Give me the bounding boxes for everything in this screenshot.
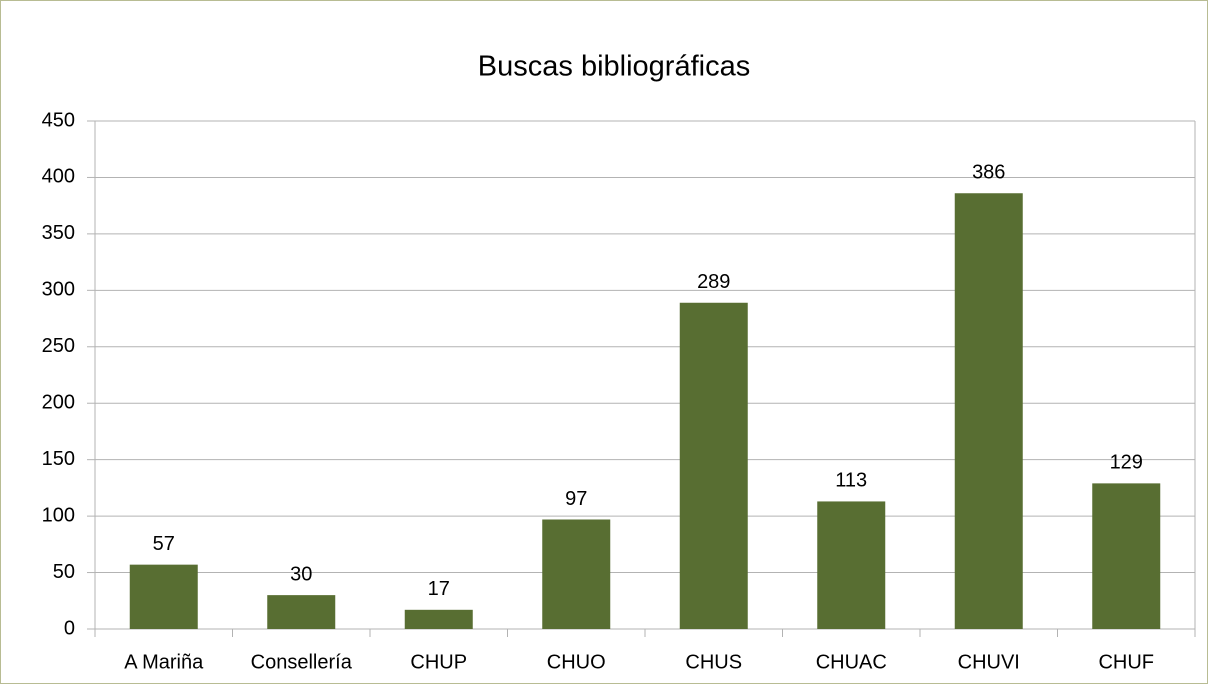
bar	[1092, 483, 1161, 629]
x-tick-label: A Mariña	[124, 651, 204, 673]
bar	[817, 501, 886, 629]
y-tick-label: 0	[64, 617, 75, 639]
x-tick-label: CHUS	[685, 651, 742, 673]
y-tick-label: 400	[42, 166, 75, 188]
chart-title: Buscas bibliográficas	[478, 51, 750, 83]
data-label: 30	[290, 563, 312, 585]
data-label: 17	[428, 578, 450, 600]
x-tick-label: CHUO	[547, 651, 606, 673]
y-tick-label: 150	[42, 448, 75, 470]
data-label: 386	[972, 162, 1005, 184]
data-label: 113	[835, 470, 867, 492]
y-tick-label: 300	[42, 279, 75, 301]
y-tick-label: 200	[42, 392, 75, 414]
bar	[404, 609, 473, 629]
y-tick-label: 350	[42, 222, 75, 244]
y-tick-label: 50	[53, 561, 75, 583]
x-tick-label: CHUAC	[816, 651, 887, 673]
x-tick-label: CHUP	[410, 651, 467, 673]
data-label: 129	[1110, 452, 1143, 474]
bar	[679, 302, 748, 629]
data-label: 57	[153, 533, 175, 555]
bar	[542, 519, 611, 629]
y-tick-label: 250	[42, 335, 75, 357]
x-tick-label: CHUVI	[958, 651, 1020, 673]
y-tick-label: 100	[42, 504, 75, 526]
data-label: 97	[565, 488, 587, 510]
y-tick-label: 450	[42, 109, 75, 131]
bar	[267, 595, 336, 629]
x-tick-label: Consellería	[251, 651, 353, 673]
x-tick-label: CHUF	[1098, 651, 1154, 673]
bar	[129, 564, 198, 629]
bar	[954, 193, 1023, 629]
data-label: 289	[697, 271, 730, 293]
